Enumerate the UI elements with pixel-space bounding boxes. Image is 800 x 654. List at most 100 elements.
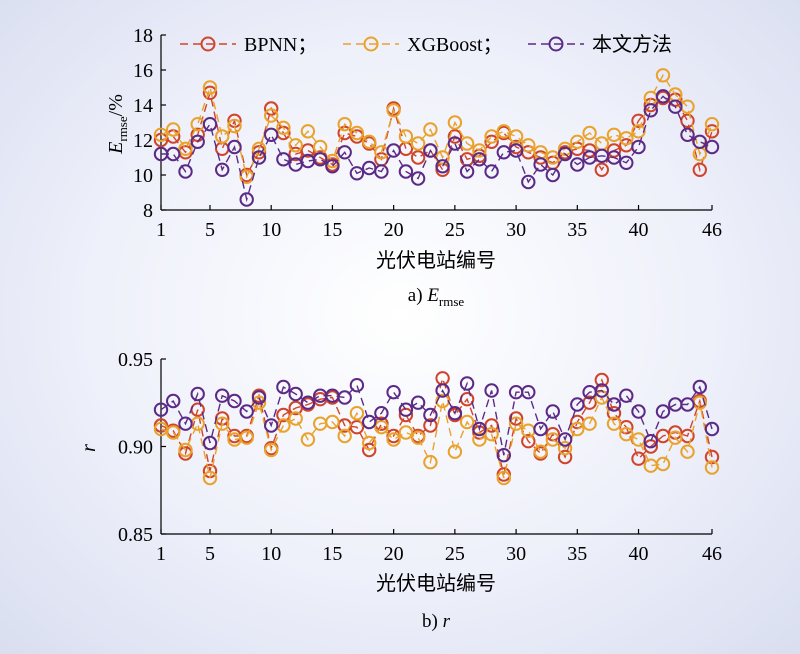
panel-b-point-proposed: [362, 414, 377, 430]
panel-b-point-proposed: [545, 404, 560, 419]
panel-b-point-proposed: [337, 390, 352, 405]
panel-b-point-proposed: [227, 393, 242, 409]
panel-b-point-xgboost: [398, 425, 414, 440]
panel-b-point-xgboost: [251, 395, 267, 410]
panel-b-point-bpnn: [349, 420, 365, 435]
panel-b-point-proposed: [484, 383, 499, 398]
panel-b-point-proposed: [386, 385, 401, 400]
panel-a-point-proposed: [619, 155, 634, 171]
panel-b-point-xgboost: [619, 427, 634, 442]
panel-b-point-proposed: [264, 418, 279, 433]
panel-a-point-proposed: [178, 164, 193, 179]
panel-a-point-proposed: [704, 139, 720, 155]
panel-b-point-xgboost: [557, 441, 573, 456]
panel-b-point-proposed: [692, 379, 707, 395]
panel-b-point-xgboost: [472, 432, 487, 447]
panel-a-point-xgboost: [349, 125, 365, 141]
panel-a-caption-prefix: a): [408, 285, 423, 306]
legend-marker-bpnn: [200, 36, 216, 52]
panel-a-point-proposed: [227, 139, 242, 155]
panel-a-point-proposed: [435, 159, 450, 174]
panel-a-point-xgboost: [557, 141, 573, 157]
legend: BPNN； XGBoost； 本文方法: [180, 33, 672, 56]
panel-a-point-proposed: [631, 139, 646, 155]
panel-b-xtick-label: 10: [261, 543, 281, 565]
panel-a-point-proposed: [398, 164, 414, 179]
panel-b-point-proposed: [410, 395, 426, 410]
panel-a-point-bpnn: [484, 134, 499, 150]
panel-b-point-bpnn: [606, 406, 622, 421]
panel-a-point-proposed: [570, 157, 585, 172]
panel-a-point-xgboost: [594, 136, 609, 151]
panel-a-caption-sub: rmse: [439, 294, 465, 309]
panel-a-xtick-label: 20: [384, 219, 404, 241]
panel-a-point-xgboost: [337, 117, 352, 132]
panel-b-point-bpnn: [362, 442, 377, 458]
panel-b-point-proposed: [619, 388, 634, 403]
panel-b-point-proposed: [239, 404, 254, 419]
panel-a-point-bpnn: [631, 113, 646, 129]
panel-a-xtick-label: 10: [261, 219, 281, 241]
panel-a-point-proposed: [374, 164, 389, 179]
panel-a-xtick-labels: 1 5 10 15 20 25 30 35 40 46: [156, 205, 722, 241]
panel-b-xtick-label: 20: [384, 543, 404, 565]
panel-b-point-xgboost: [655, 456, 671, 472]
panel-a-ytick-label: 14: [133, 95, 153, 117]
panel-b-point-xgboost: [288, 411, 303, 426]
panel-b-point-bpnn: [435, 371, 450, 386]
panel-b-point-xgboost: [325, 414, 340, 430]
panel-a-ytick-label: 10: [133, 165, 153, 187]
panel-b-point-proposed: [349, 378, 365, 393]
panel-b-point-xgboost: [264, 442, 279, 458]
panel-a-point-proposed: [276, 152, 291, 167]
panel-a-point-proposed: [472, 152, 487, 167]
panel-b-point-proposed: [276, 379, 291, 395]
panel-a-xlabel: 光伏电站编号: [376, 249, 496, 272]
panel-b-point-xgboost: [349, 406, 365, 421]
panel-a-point-proposed: [643, 103, 658, 118]
panel-b-point-xgboost: [582, 416, 597, 431]
panel-a-point-proposed: [668, 99, 683, 114]
panel-b-point-xgboost: [484, 427, 499, 442]
panel-a-point-xgboost: [680, 99, 695, 114]
panel-b-point-xgboost: [533, 444, 548, 459]
panel-b-xlabel: 光伏电站编号: [376, 572, 496, 595]
panel-b-line-proposed: [160, 381, 713, 456]
panel-a-point-xgboost: [521, 138, 536, 153]
panel-b-xtick-label: 15: [322, 543, 342, 565]
panel-a-ylabel: Ermse/%: [105, 94, 130, 155]
panel-a-xtick-label: 40: [629, 219, 649, 241]
panel-b-point-xgboost: [459, 414, 475, 430]
panel-b-point-bpnn: [631, 451, 646, 466]
panel-b-xtick-labels: 1 5 10 15 20 25 30 35 40 46: [156, 529, 722, 565]
panel-b-point-xgboost: [508, 416, 524, 431]
panel-a-ylabel-sub: rmse: [115, 116, 130, 142]
panel-a-point-proposed: [508, 143, 524, 158]
panel-a-xtick-label: 5: [205, 219, 215, 241]
panel-a-ytick-label: 16: [133, 60, 153, 82]
panel-b-point-proposed: [178, 416, 193, 431]
panel-a-point-xgboost: [655, 68, 671, 83]
panel-a-point-proposed: [313, 152, 328, 167]
panel-a-point-bpnn: [692, 162, 707, 178]
panel-b-point-proposed: [300, 395, 316, 410]
panel-b-point-proposed: [472, 421, 487, 437]
panel-b-caption-var: r: [443, 611, 451, 632]
panel-a-point-proposed: [337, 145, 352, 160]
panel-b-point-xgboost: [668, 430, 683, 445]
panel-a-point-xgboost: [362, 134, 377, 150]
legend-item-xgboost: XGBoost；: [343, 34, 503, 56]
panel-a-point-xgboost: [582, 125, 597, 141]
panel-b-point-proposed: [215, 388, 230, 403]
legend-label-proposed: 本文方法: [592, 33, 672, 56]
panel-b-point-bpnn: [423, 418, 438, 433]
panel-b-point-proposed: [398, 402, 414, 417]
panel-b-point-proposed: [251, 390, 267, 405]
panel-a-point-bpnn: [582, 143, 597, 158]
panel-b-point-xgboost: [606, 416, 622, 431]
panel-b-point-proposed: [594, 383, 609, 398]
panel-a-point-xgboost: [166, 122, 181, 137]
panel-b-point-xgboost: [337, 428, 352, 444]
panel-b-point-xgboost: [423, 455, 438, 470]
